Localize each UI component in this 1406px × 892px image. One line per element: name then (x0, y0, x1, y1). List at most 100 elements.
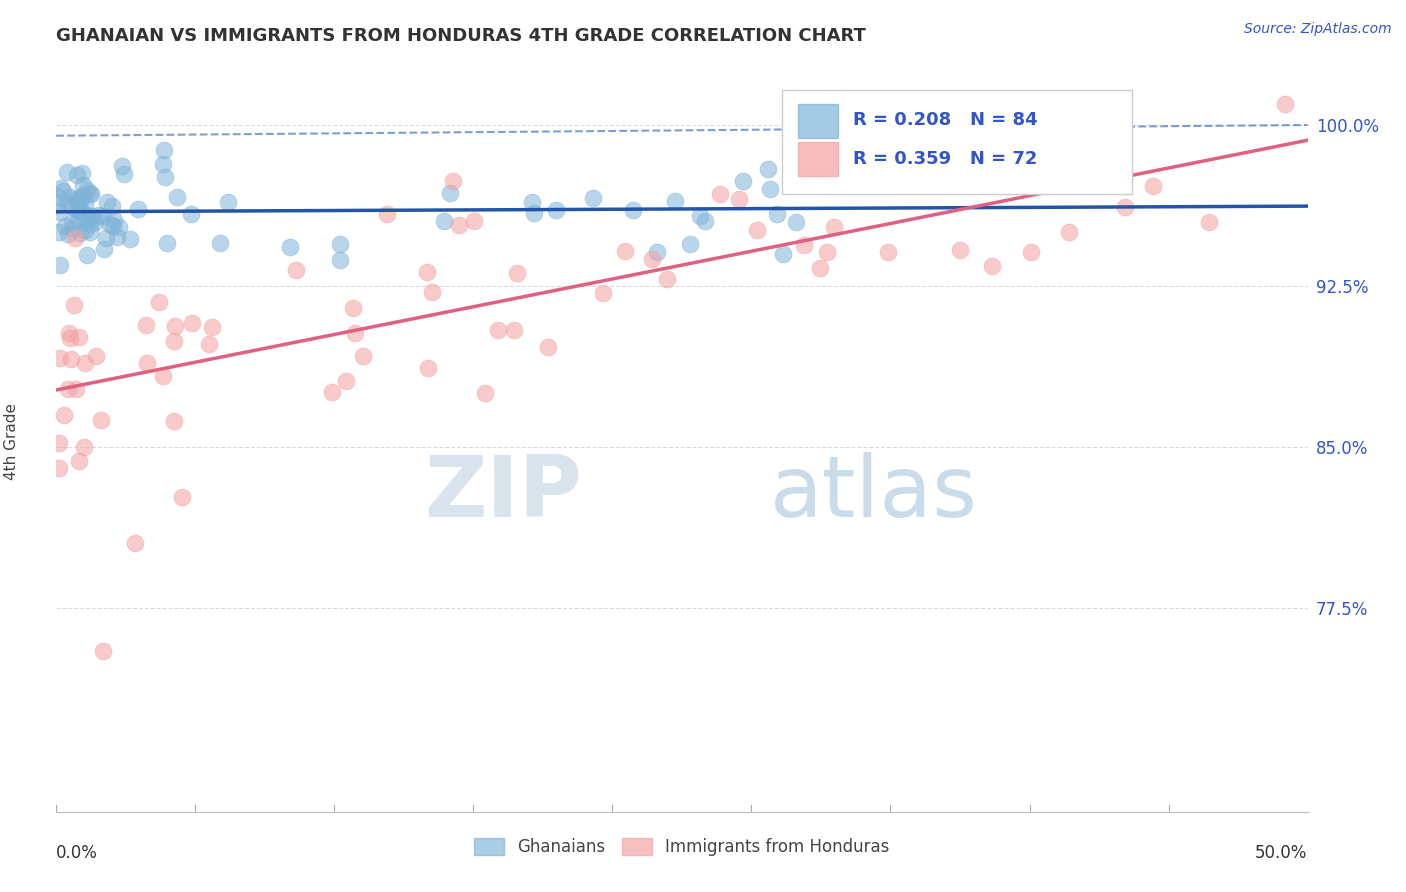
Point (127, 202, 149, 216)
Point (343, 326, 366, 340)
Point (56, 382, 79, 396)
Point (48, 225, 70, 239)
Text: ZIP: ZIP (425, 452, 582, 535)
Text: Source: ZipAtlas.com: Source: ZipAtlas.com (1244, 22, 1392, 37)
Point (439, 186, 461, 200)
Point (582, 191, 605, 205)
Point (321, 384, 343, 399)
Point (756, 162, 779, 177)
Point (447, 218, 470, 232)
Point (90, 413, 112, 427)
Point (980, 259, 1002, 273)
Point (73, 440, 96, 454)
Text: 50.0%: 50.0% (1256, 844, 1308, 862)
Point (156, 235, 179, 250)
Point (810, 260, 832, 275)
Point (329, 253, 352, 268)
Point (523, 205, 546, 219)
Point (69, 226, 91, 240)
Point (111, 159, 134, 173)
Point (1114, 200, 1136, 214)
Point (67, 454, 90, 468)
Point (166, 190, 188, 204)
Point (416, 265, 439, 279)
Point (114, 167, 136, 181)
Point (103, 219, 125, 233)
Point (420, 285, 443, 300)
Point (153, 169, 176, 184)
Point (107, 219, 129, 234)
Point (664, 194, 686, 209)
Point (79, 186, 101, 200)
Text: 0.0%: 0.0% (56, 844, 98, 862)
Point (621, 203, 644, 218)
Point (709, 186, 731, 201)
Point (58, 326, 80, 341)
Point (506, 266, 529, 280)
Point (152, 369, 174, 384)
Point (80, 186, 103, 201)
Point (70, 166, 93, 180)
Point (59, 189, 82, 203)
Point (76, 212, 98, 227)
Point (441, 174, 464, 188)
Point (93, 644, 115, 658)
Point (208, 235, 231, 250)
Point (876, 244, 898, 259)
Point (170, 490, 193, 504)
Point (56, 227, 79, 241)
Point (48, 351, 70, 365)
Point (785, 215, 807, 229)
Point (70, 204, 93, 219)
Point (118, 232, 141, 246)
Point (66, 202, 89, 217)
Point (811, 165, 834, 179)
Point (76, 248, 98, 262)
Point (101, 199, 124, 213)
Point (86, 208, 108, 222)
Point (613, 244, 636, 259)
Point (72, 178, 94, 193)
Text: 4th Grade: 4th Grade (4, 403, 18, 480)
Point (65, 230, 87, 244)
Point (858, 171, 880, 186)
Point (655, 272, 678, 286)
Text: atlas: atlas (769, 452, 977, 535)
Text: GHANAIAN VS IMMIGRANTS FROM HONDURAS 4TH GRADE CORRELATION CHART: GHANAIAN VS IMMIGRANTS FROM HONDURAS 4TH… (56, 27, 866, 45)
Point (53, 219, 76, 233)
Point (52, 408, 75, 422)
Point (520, 195, 543, 210)
FancyBboxPatch shape (799, 143, 838, 177)
Point (148, 294, 170, 309)
Point (90, 209, 112, 223)
Point (537, 340, 560, 354)
Point (46, 189, 69, 203)
Point (135, 318, 157, 332)
Point (67, 329, 90, 343)
Point (678, 237, 700, 252)
Point (48, 436, 70, 450)
Point (217, 195, 239, 210)
Point (949, 243, 972, 257)
Point (766, 207, 789, 221)
Point (63, 298, 86, 312)
Point (96, 195, 118, 210)
Point (377, 207, 399, 221)
Point (335, 374, 357, 388)
Point (75, 223, 97, 237)
Point (1198, 215, 1220, 229)
Point (693, 214, 716, 228)
Point (59, 199, 82, 213)
Point (416, 360, 439, 375)
Point (759, 182, 782, 196)
Point (49, 205, 72, 219)
Text: R = 0.359   N = 72: R = 0.359 N = 72 (853, 150, 1038, 168)
Point (70, 190, 93, 204)
Point (284, 263, 307, 277)
Point (103, 212, 125, 227)
Point (152, 157, 174, 171)
Point (66, 213, 89, 227)
Point (72, 189, 94, 203)
Point (1019, 244, 1042, 259)
Point (745, 223, 768, 237)
